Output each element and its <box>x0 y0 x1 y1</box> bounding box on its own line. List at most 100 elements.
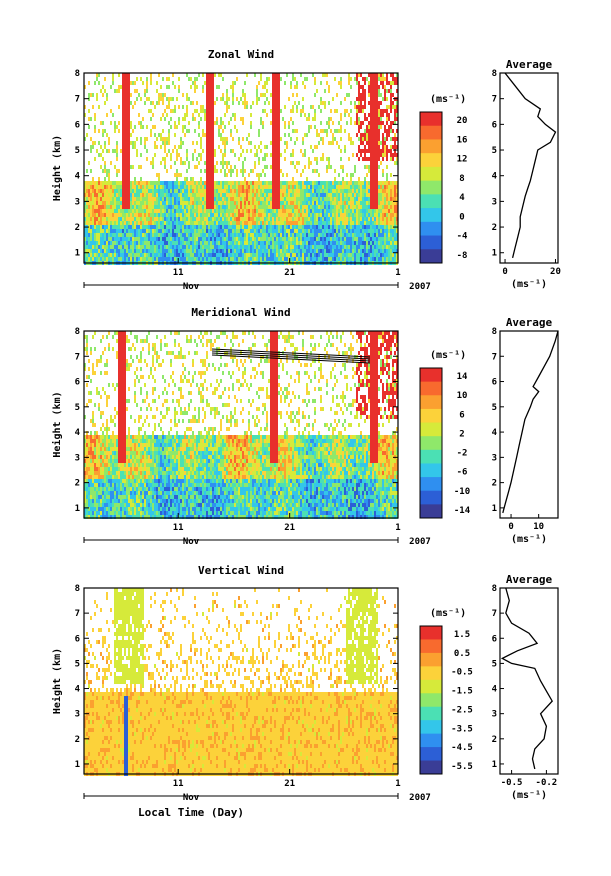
heatmap-cell <box>178 241 180 245</box>
heatmap-cell <box>182 241 184 245</box>
heatmap-cell <box>206 193 208 197</box>
heatmap-cell <box>328 157 330 161</box>
heatmap-cell <box>92 201 94 205</box>
heatmap-cell <box>284 201 286 205</box>
heatmap-cell <box>374 109 376 113</box>
heatmap-cell <box>236 197 238 201</box>
heatmap-cell <box>328 117 330 121</box>
heatmap-cell <box>200 205 202 209</box>
heatmap-cell <box>116 181 118 185</box>
heatmap-cell <box>316 197 318 201</box>
heatmap-cell <box>372 205 374 209</box>
colorbar-swatch <box>420 221 442 237</box>
heatmap-cell <box>340 149 342 153</box>
heatmap-cell <box>352 181 354 185</box>
heatmap-cell <box>204 181 206 185</box>
heatmap-cell <box>222 93 224 97</box>
heatmap-cell <box>262 257 264 261</box>
heatmap-cell <box>300 185 302 189</box>
heatmap-cell <box>370 77 372 81</box>
heatmap-cell <box>362 249 364 253</box>
heatmap-cell <box>222 213 224 217</box>
heatmap-cell <box>280 109 282 113</box>
plot-frame <box>83 72 399 264</box>
heatmap-cell <box>240 181 242 185</box>
heatmap-cell <box>202 109 204 113</box>
heatmap-cell <box>340 209 342 213</box>
heatmap-cell <box>306 177 308 181</box>
heatmap-cell <box>168 253 170 257</box>
heatmap-cell <box>302 185 304 189</box>
heatmap-cell <box>272 89 274 93</box>
heatmap-cell <box>278 77 280 81</box>
heatmap-cell <box>212 165 214 169</box>
heatmap-cell <box>264 185 266 189</box>
heatmap-cell <box>350 137 352 141</box>
heatmap-cell <box>362 217 364 221</box>
heatmap-cell <box>178 257 180 261</box>
heatmap-cell <box>312 197 314 201</box>
heatmap-cell <box>264 201 266 205</box>
heatmap-cell <box>344 245 346 249</box>
heatmap-cell <box>214 153 216 157</box>
heatmap-cell <box>268 77 270 81</box>
heatmap-cell <box>362 209 364 213</box>
heatmap-cell <box>364 249 366 253</box>
heatmap-cell <box>100 209 102 213</box>
heatmap-cell <box>148 225 150 229</box>
heatmap-cell <box>358 137 360 141</box>
heatmap-cell <box>148 217 150 221</box>
heatmap-cell <box>150 225 152 229</box>
heatmap-cell <box>102 157 104 161</box>
heatmap-cell <box>266 213 268 217</box>
heatmap-cell <box>84 335 86 339</box>
heatmap-cell <box>200 153 202 157</box>
heatmap-cell <box>212 169 214 173</box>
heatmap-cell <box>374 85 376 89</box>
heatmap-cell <box>88 197 90 201</box>
heatmap-cell <box>118 253 120 257</box>
heatmap-cell <box>122 245 124 249</box>
heatmap-cell <box>338 213 340 217</box>
heatmap-cell <box>190 241 192 245</box>
heatmap-cell <box>350 209 352 213</box>
heatmap-cell <box>296 253 298 257</box>
heatmap-cell <box>232 257 234 261</box>
heatmap-cell <box>90 205 92 209</box>
heatmap-cell <box>222 257 224 261</box>
heatmap-cell <box>228 237 230 241</box>
heatmap-cell <box>316 157 318 161</box>
heatmap-cell <box>174 145 176 149</box>
heatmap-cell <box>86 253 88 257</box>
heatmap-cell <box>152 221 154 225</box>
heatmap-cell <box>278 121 280 125</box>
heatmap-cell <box>188 181 190 185</box>
heatmap-cell <box>242 241 244 245</box>
heatmap-cell <box>386 73 388 77</box>
heatmap-cell <box>338 121 340 125</box>
heatmap-cell <box>162 181 164 185</box>
heatmap-cell <box>224 249 226 253</box>
heatmap-cell <box>370 181 372 185</box>
heatmap-cell <box>328 125 330 129</box>
heatmap-cell <box>384 141 386 145</box>
heatmap-cell <box>396 253 398 257</box>
heatmap-cell <box>192 209 194 213</box>
heatmap-cell <box>368 193 370 197</box>
heatmap-cell <box>348 157 350 161</box>
heatmap-cell <box>200 249 202 253</box>
heatmap-cell <box>378 157 380 161</box>
heatmap-cell <box>272 73 274 77</box>
heatmap-cell <box>312 249 314 253</box>
heatmap-cell <box>180 241 182 245</box>
heatmap-cell <box>382 85 384 89</box>
heatmap-cell <box>278 133 280 137</box>
heatmap-cell <box>232 189 234 193</box>
heatmap-cell <box>300 205 302 209</box>
heatmap-cell <box>210 121 212 125</box>
heatmap-cell <box>260 253 262 257</box>
heatmap-cell <box>88 81 90 85</box>
heatmap-cell <box>130 237 132 241</box>
heatmap-cell <box>382 241 384 245</box>
heatmap-cell <box>354 213 356 217</box>
